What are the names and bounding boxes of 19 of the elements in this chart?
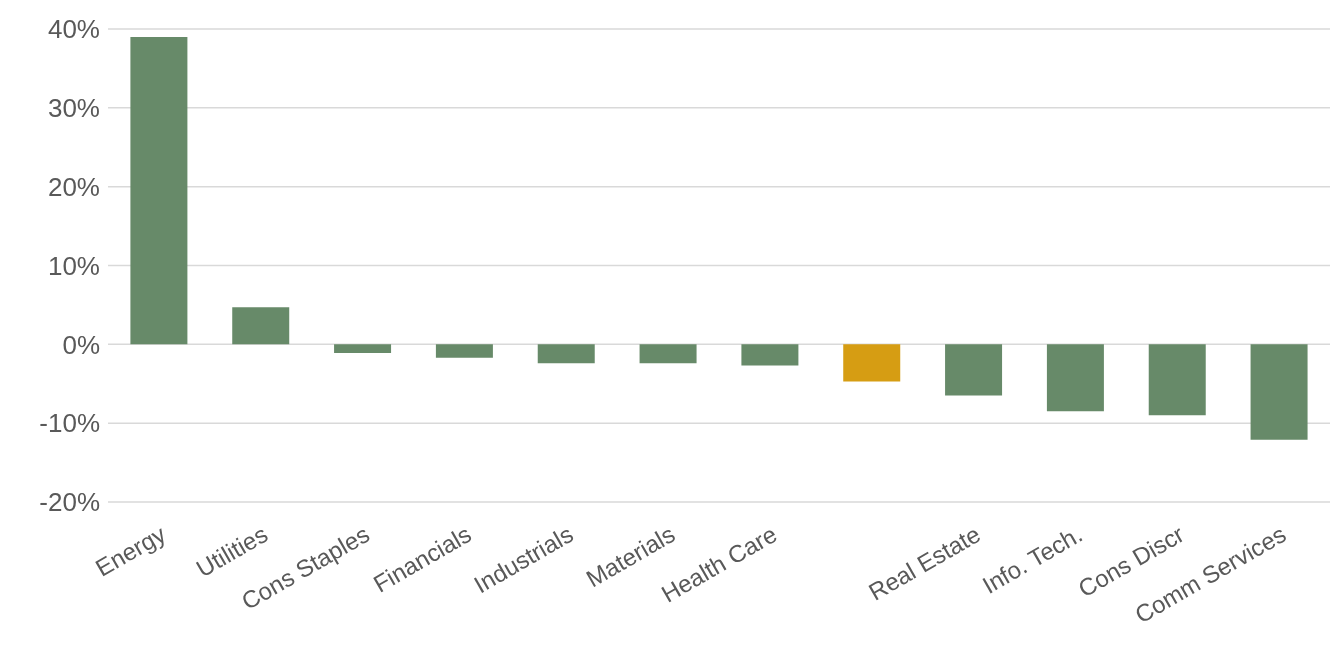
bar: [232, 307, 290, 345]
bar: [435, 344, 493, 358]
bar: [1046, 344, 1104, 412]
bar: [537, 344, 595, 364]
y-tick-label: 40%: [47, 14, 100, 45]
bar: [843, 344, 901, 382]
y-tick-label: -10%: [39, 408, 100, 439]
y-tick-label: 20%: [47, 171, 100, 202]
bar: [741, 344, 799, 366]
bar: [1148, 344, 1206, 416]
bar: [639, 344, 697, 364]
y-tick-label: 0%: [62, 329, 100, 360]
y-tick-label: 30%: [47, 93, 100, 124]
bar: [130, 36, 188, 345]
y-tick-label: 10%: [47, 250, 100, 281]
bar: [945, 344, 1003, 396]
bar: [334, 344, 392, 354]
bar: [1250, 344, 1308, 440]
y-tick-label: -20%: [39, 487, 100, 518]
